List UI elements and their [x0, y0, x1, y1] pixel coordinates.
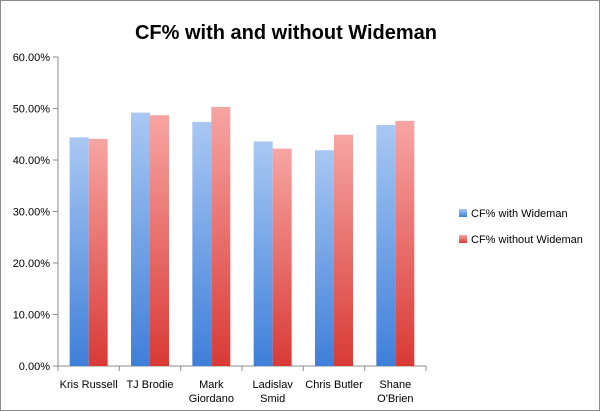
- legend-swatch: [459, 235, 467, 243]
- y-tick-label: 30.00%: [13, 207, 51, 219]
- y-tick-label: 20.00%: [13, 258, 51, 270]
- bar: [192, 121, 212, 366]
- bar: [131, 112, 150, 367]
- y-tick-label: 50.00%: [13, 104, 51, 116]
- legend: CF% with Wideman CF% without Wideman: [459, 208, 583, 246]
- y-tick-label: 40.00%: [13, 155, 51, 167]
- y-tick-label: 0.00%: [19, 361, 50, 373]
- x-tick-label: TJ Brodie: [126, 379, 173, 391]
- bar: [272, 148, 292, 366]
- x-tick-label: Mark Giordano: [189, 379, 234, 405]
- x-tick-label: Kris Russell: [60, 379, 118, 391]
- bar: [395, 120, 415, 366]
- x-tick-label: Ladislav Smid: [252, 379, 293, 405]
- bar: [334, 134, 353, 366]
- y-tick-label: 10.00%: [13, 310, 51, 322]
- bar: [69, 137, 89, 366]
- bar: [150, 115, 169, 366]
- bars: [69, 106, 415, 367]
- bar: [253, 141, 273, 366]
- legend-swatch: [459, 209, 467, 217]
- x-tick-label: Chris Butler: [305, 379, 363, 391]
- y-axis: 0.00% 10.00% 20.00% 30.00% 40.00% 50.00% 60.00…: [13, 52, 59, 373]
- x-axis: Kris Russell TJ Brodie Mark Giordano Ladisla…: [57, 365, 427, 405]
- chart-title: CF% with and without Wideman: [135, 22, 437, 44]
- x-tick-label: Shane O'Brien: [377, 379, 413, 405]
- legend-label: CF% with Wideman: [471, 208, 568, 220]
- legend-label: CF% without Wideman: [471, 234, 583, 246]
- y-tick-label: 60.00%: [13, 52, 51, 64]
- bar: [376, 124, 396, 366]
- bar: [88, 138, 108, 366]
- bar: [315, 150, 334, 366]
- bar: [211, 106, 231, 366]
